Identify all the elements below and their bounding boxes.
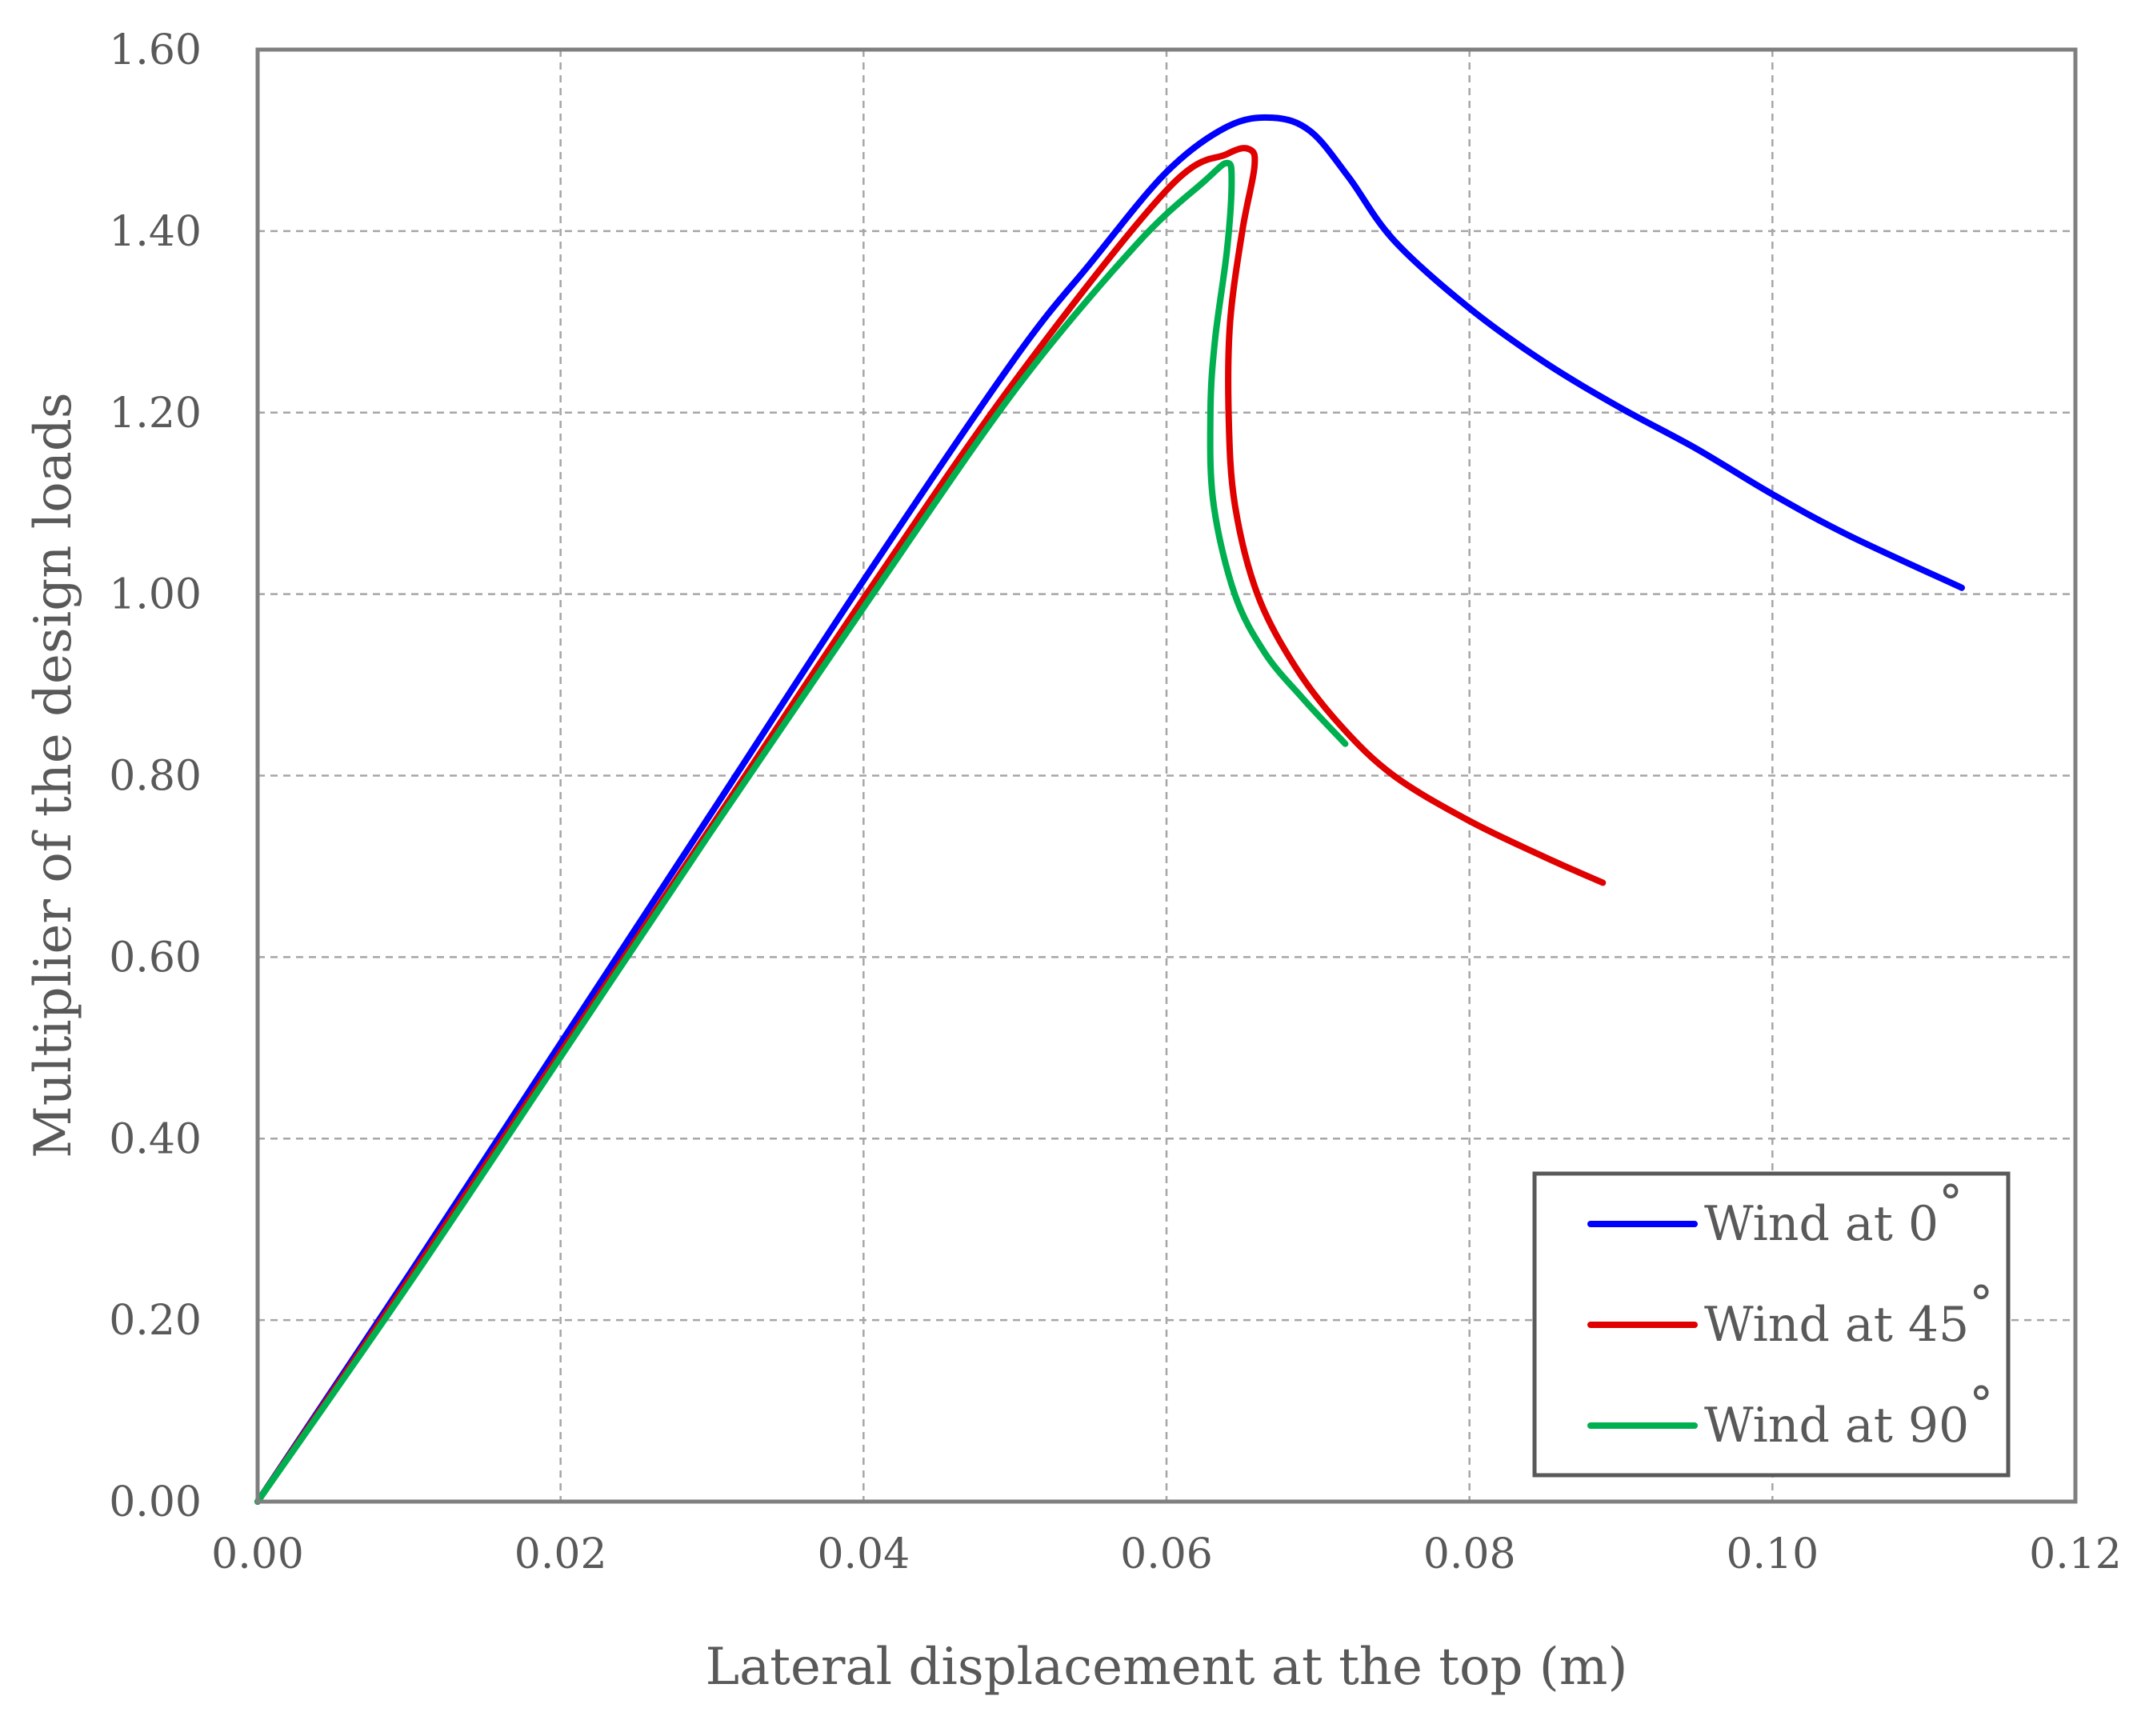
degree-symbol: °	[1969, 1276, 1993, 1332]
x-tick-label: 0.06	[1120, 1530, 1213, 1578]
degree-symbol: °	[1969, 1377, 1993, 1433]
legend: Wind at 0°Wind at 45°Wind at 90°	[1532, 1171, 2011, 1478]
x-axis-title: Lateral displacement at the top (m)	[706, 1638, 1628, 1697]
plot-frame	[255, 47, 2078, 1504]
series-line-wind-90	[254, 159, 1349, 1505]
y-tick-label: 0.60	[109, 934, 202, 982]
x-tick-label: 0.04	[817, 1530, 910, 1578]
legend-label-text: Wind at 0	[1704, 1196, 1939, 1252]
y-tick-label: 0.20	[109, 1297, 202, 1345]
y-tick-label: 0.80	[109, 753, 202, 801]
x-tick-label: 0.00	[211, 1530, 304, 1578]
legend-label-text: Wind at 90	[1704, 1398, 1969, 1454]
legend-label-wind-90: Wind at 90°	[1704, 1377, 1993, 1454]
y-tick-label: 1.00	[109, 571, 202, 619]
x-tick-label: 0.12	[2029, 1530, 2122, 1578]
y-axis-title: Multiplier of the design loads	[24, 392, 83, 1158]
y-tick-label: 1.60	[109, 26, 202, 74]
x-tick-label: 0.10	[1726, 1530, 1819, 1578]
y-tick-label: 0.40	[109, 1115, 202, 1163]
tick-labels: 0.00 0.02 0.04 0.06 0.08 0.10 0.12 0.00 0.20 0.40…	[109, 26, 2122, 1578]
series-group	[254, 114, 1965, 1505]
degree-symbol: °	[1939, 1175, 1963, 1231]
y-tick-label: 0.00	[109, 1478, 202, 1526]
y-tick-label: 1.20	[109, 390, 202, 438]
legend-label-wind-45: Wind at 45°	[1704, 1276, 1993, 1353]
legend-label-wind-0: Wind at 0°	[1704, 1175, 1963, 1252]
x-tick-label: 0.02	[514, 1530, 607, 1578]
series-line-wind-0	[254, 114, 1965, 1505]
legend-label-text: Wind at 45	[1704, 1297, 1969, 1353]
x-tick-label: 0.08	[1423, 1530, 1516, 1578]
y-tick-label: 1.40	[109, 208, 202, 256]
